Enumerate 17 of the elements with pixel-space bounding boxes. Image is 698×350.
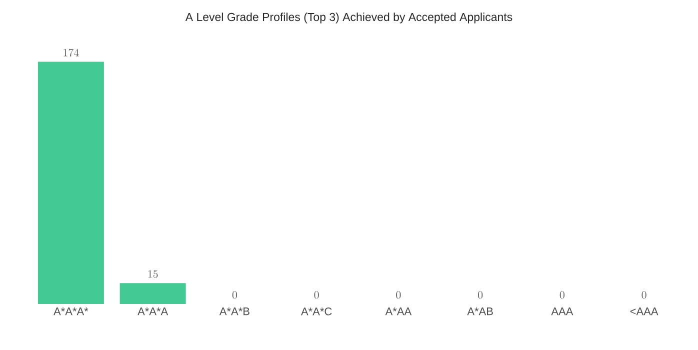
data-label: 0 — [232, 291, 237, 299]
chart-title: A Level Grade Profiles (Top 3) Achieved by Accepted Applicants — [185, 12, 512, 24]
x-tick-label: A*A*A* — [54, 308, 88, 316]
x-tick-label: <AAA — [630, 308, 658, 316]
data-label: 0 — [642, 291, 646, 299]
data-label: 174 — [64, 48, 79, 56]
data-label: 0 — [478, 291, 483, 299]
data-label: 0 — [396, 291, 401, 299]
data-label: 15 — [148, 270, 158, 278]
data-label: 0 — [560, 291, 564, 299]
x-tick-label: A*AB — [467, 308, 493, 316]
data-label: 0 — [314, 291, 319, 299]
x-tick-label: A*A*C — [300, 308, 332, 316]
x-tick-label: A*AA — [385, 308, 412, 316]
x-tick-label: A*A*B — [219, 308, 250, 316]
x-tick-label: A*A*A — [138, 308, 168, 316]
x-tick-label: AAA — [551, 308, 574, 316]
